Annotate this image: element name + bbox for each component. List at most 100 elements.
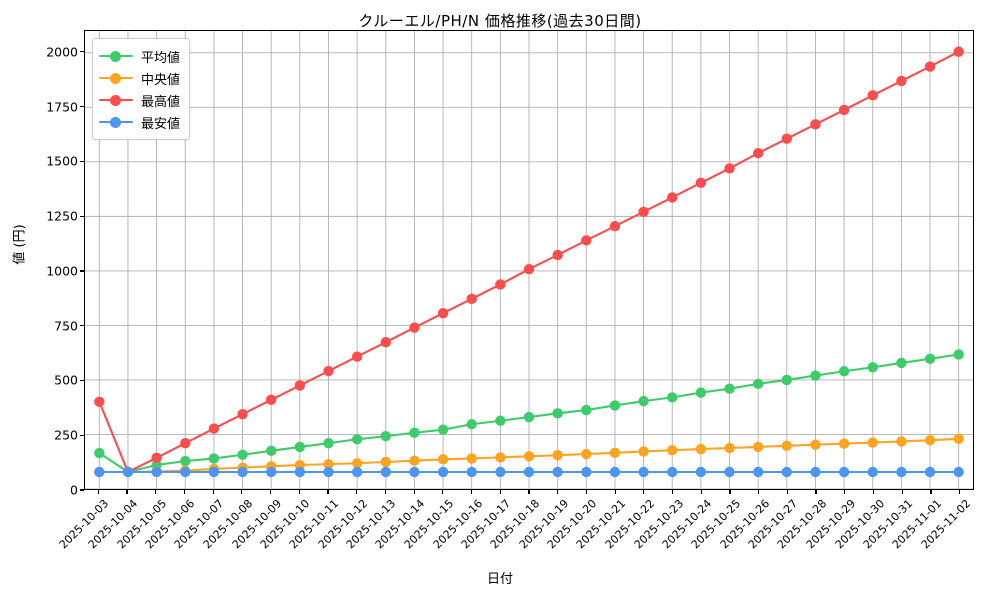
data-point bbox=[437, 424, 449, 435]
y-tick-label: 1000 bbox=[46, 263, 78, 279]
x-tick-mark bbox=[212, 490, 214, 494]
data-point bbox=[667, 392, 678, 403]
data-point bbox=[638, 466, 649, 478]
x-tick-mark bbox=[499, 490, 501, 494]
x-tick-mark bbox=[671, 490, 674, 494]
data-point bbox=[151, 452, 162, 463]
data-point bbox=[323, 466, 334, 478]
data-point bbox=[667, 192, 678, 203]
data-point bbox=[752, 441, 764, 453]
data-point bbox=[294, 380, 306, 391]
legend-marker-icon bbox=[99, 115, 133, 129]
data-point bbox=[838, 438, 850, 449]
legend-label: 最高値 bbox=[141, 94, 181, 110]
data-point bbox=[810, 370, 821, 381]
plot-area bbox=[84, 30, 974, 490]
y-tick-mark bbox=[80, 379, 84, 382]
data-point bbox=[924, 61, 936, 72]
y-tick-label: 250 bbox=[54, 427, 78, 443]
data-point bbox=[495, 466, 506, 478]
x-tick-mark bbox=[700, 490, 702, 494]
data-point bbox=[237, 449, 248, 460]
data-point bbox=[294, 441, 306, 453]
legend-item-3[interactable]: 最安値 bbox=[99, 111, 180, 133]
data-point bbox=[552, 466, 563, 478]
data-point bbox=[810, 119, 821, 130]
data-point bbox=[466, 466, 477, 478]
data-point bbox=[667, 466, 678, 478]
data-point bbox=[953, 466, 964, 478]
x-tick-mark bbox=[126, 490, 128, 494]
data-point bbox=[781, 440, 792, 451]
data-point bbox=[122, 466, 134, 478]
data-point bbox=[208, 453, 220, 464]
x-tick-mark bbox=[155, 490, 157, 494]
data-point bbox=[581, 235, 592, 246]
data-series-lines bbox=[94, 46, 964, 478]
legend-label: 平均値 bbox=[141, 50, 181, 66]
data-point bbox=[781, 466, 792, 478]
data-point bbox=[724, 163, 735, 174]
data-point bbox=[180, 438, 191, 449]
data-point bbox=[781, 374, 792, 386]
data-point bbox=[724, 383, 735, 394]
y-tick-label: 500 bbox=[54, 372, 78, 388]
legend-item-2[interactable]: 最高値 bbox=[99, 89, 180, 111]
data-point bbox=[781, 133, 792, 144]
x-tick-mark bbox=[959, 490, 961, 494]
data-point bbox=[638, 206, 649, 217]
data-point bbox=[609, 447, 621, 458]
data-point bbox=[609, 221, 621, 232]
x-tick-mark bbox=[442, 490, 444, 494]
x-tick-mark bbox=[528, 490, 530, 494]
data-point bbox=[552, 450, 563, 461]
data-point bbox=[151, 466, 162, 478]
legend-item-0[interactable]: 平均値 bbox=[99, 45, 180, 67]
data-point bbox=[638, 395, 649, 407]
data-point bbox=[437, 308, 449, 319]
y-tick-label: 1250 bbox=[46, 208, 78, 224]
y-tick-mark bbox=[80, 215, 84, 217]
data-point bbox=[695, 466, 707, 478]
data-point bbox=[323, 365, 334, 377]
y-tick-label: 1500 bbox=[46, 153, 78, 169]
x-tick-mark bbox=[97, 490, 99, 494]
data-point bbox=[437, 454, 449, 465]
data-point bbox=[323, 458, 334, 470]
y-tick-mark bbox=[80, 51, 84, 53]
y-tick-mark bbox=[80, 489, 84, 491]
x-tick-mark bbox=[413, 490, 415, 494]
legend-label: 最安値 bbox=[141, 116, 181, 132]
data-point bbox=[495, 452, 506, 463]
data-point bbox=[351, 434, 363, 445]
data-point bbox=[94, 447, 105, 459]
data-point bbox=[581, 448, 592, 460]
x-tick-mark bbox=[241, 490, 243, 494]
legend-item-1[interactable]: 中央値 bbox=[99, 67, 180, 89]
x-tick-mark bbox=[930, 490, 932, 494]
data-point bbox=[266, 394, 277, 405]
data-point bbox=[924, 466, 936, 478]
y-tick-label: 2000 bbox=[46, 44, 78, 60]
y-tick-label: 1750 bbox=[46, 99, 78, 115]
data-point bbox=[266, 445, 277, 457]
data-point bbox=[495, 415, 506, 426]
x-tick-mark bbox=[470, 490, 473, 494]
data-point bbox=[810, 466, 821, 478]
data-point bbox=[523, 466, 535, 478]
data-point bbox=[838, 366, 850, 377]
x-tick-mark bbox=[183, 490, 186, 494]
data-point bbox=[724, 466, 735, 478]
data-point bbox=[380, 337, 391, 348]
data-point bbox=[409, 466, 420, 478]
data-point bbox=[409, 427, 420, 438]
data-point bbox=[237, 466, 248, 478]
x-tick-mark bbox=[872, 490, 875, 494]
data-point bbox=[523, 263, 535, 275]
y-tick-label: 750 bbox=[54, 318, 78, 334]
x-tick-mark bbox=[844, 490, 846, 494]
data-point bbox=[724, 442, 735, 454]
y-tick-mark bbox=[80, 160, 84, 163]
data-point bbox=[208, 466, 220, 478]
